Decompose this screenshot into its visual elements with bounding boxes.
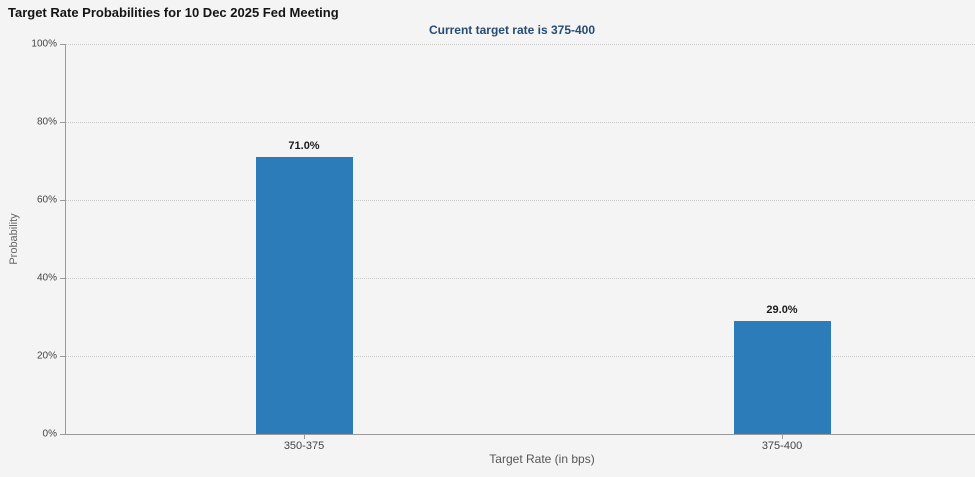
x-axis-category-label: 350-375 [283,440,325,452]
y-axis-tick-label: 40% [36,272,57,284]
gridline [66,122,975,123]
gridline [66,200,975,201]
y-axis-tick [60,44,65,45]
x-axis-line [65,434,975,435]
y-axis-tick-label: 100% [31,38,57,50]
y-axis-tick [60,434,65,435]
x-axis-tick [304,435,305,439]
y-axis-tick-label: 60% [36,194,57,206]
bar-value-label: 71.0% [288,140,320,153]
bar-375-400[interactable] [733,320,831,434]
y-axis-tick [60,278,65,279]
x-axis-category-label: 375-400 [761,440,803,452]
y-axis-tick-label: 20% [36,350,57,362]
y-axis-tick [60,356,65,357]
gridline [66,44,975,45]
y-axis-tick [60,200,65,201]
bar-value-label: 29.0% [766,303,798,316]
y-axis-line [65,44,66,435]
y-axis-tick [60,122,65,123]
gridline [66,278,975,279]
y-axis-tick-label: 0% [42,428,57,440]
y-axis-tick-label: 80% [36,116,57,128]
gridline [66,356,975,357]
x-axis-tick [782,435,783,439]
bar-350-375[interactable] [255,157,353,434]
y-axis-title: Probability [8,213,20,265]
x-axis-title: Target Rate (in bps) [489,452,595,466]
chart-subtitle: Current target rate is 375-400 [428,23,596,37]
chart-title: Target Rate Probabilities for 10 Dec 202… [8,5,339,20]
